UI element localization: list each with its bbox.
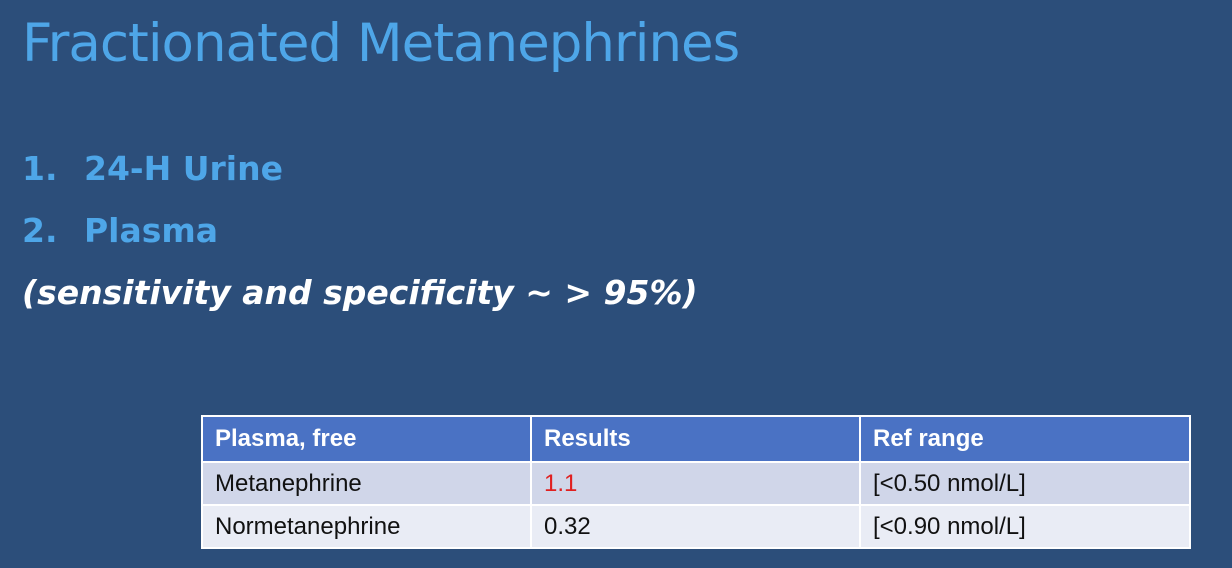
- list-item-urine: 1. 24-H Urine: [22, 147, 283, 191]
- cell-result: 0.32: [530, 504, 861, 549]
- cell-result-abnormal: 1.1: [530, 461, 861, 506]
- column-header-ref-range: Ref range: [859, 415, 1191, 463]
- list-number: 2.: [22, 211, 58, 250]
- table-row: Normetanephrine 0.32 [<0.90 nmol/L]: [201, 504, 1191, 549]
- sensitivity-note: (sensitivity and specificity ~ > 95%): [22, 273, 698, 312]
- column-header-analyte: Plasma, free: [201, 415, 532, 463]
- results-table: Plasma, free Results Ref range Metanephr…: [201, 415, 1191, 549]
- cell-analyte: Metanephrine: [201, 461, 532, 506]
- column-header-results: Results: [530, 415, 861, 463]
- list-item-plasma: 2. Plasma: [22, 209, 218, 253]
- cell-ref-range: [<0.50 nmol/L]: [859, 461, 1191, 506]
- slide-title: Fractionated Metanephrines: [22, 13, 740, 74]
- list-number: 1.: [22, 149, 58, 188]
- list-text: Plasma: [84, 211, 219, 250]
- list-text: 24-H Urine: [84, 149, 283, 188]
- table-header-row: Plasma, free Results Ref range: [201, 415, 1191, 463]
- table-row: Metanephrine 1.1 [<0.50 nmol/L]: [201, 461, 1191, 506]
- cell-analyte: Normetanephrine: [201, 504, 532, 549]
- cell-ref-range: [<0.90 nmol/L]: [859, 504, 1191, 549]
